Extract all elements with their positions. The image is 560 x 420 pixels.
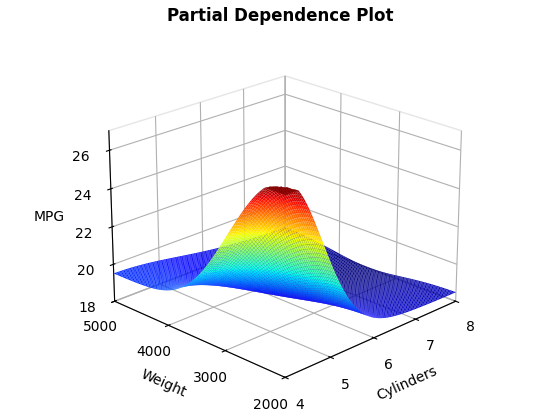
Title: Partial Dependence Plot: Partial Dependence Plot — [167, 7, 393, 25]
X-axis label: Cylinders: Cylinders — [375, 363, 440, 403]
Y-axis label: Weight: Weight — [138, 367, 188, 399]
